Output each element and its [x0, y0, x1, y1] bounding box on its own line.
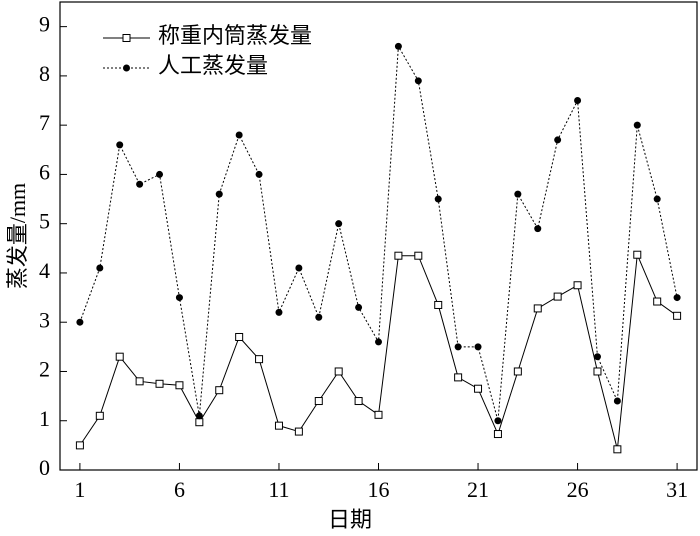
data-point	[434, 300, 443, 309]
data-point	[255, 355, 264, 364]
data-point	[354, 397, 363, 406]
y-tick-label: 6	[39, 159, 50, 184]
y-axis-label: 蒸发量/mm	[5, 183, 30, 289]
legend-label: 称重内筒蒸发量	[158, 23, 312, 48]
x-tick-label: 21	[467, 477, 489, 502]
data-point	[355, 303, 363, 311]
x-tick-label: 11	[268, 477, 289, 502]
x-tick-label: 1	[74, 477, 85, 502]
series-line	[79, 44, 678, 421]
y-tick-label: 7	[39, 110, 50, 135]
data-point	[274, 421, 283, 430]
data-point	[294, 427, 303, 436]
data-point	[295, 264, 303, 272]
data-point	[195, 412, 203, 420]
y-tick-label: 0	[39, 455, 50, 480]
data-point	[593, 353, 601, 361]
data-point	[235, 332, 244, 341]
data-point	[553, 292, 562, 301]
legend-label: 人工蒸发量	[158, 53, 268, 78]
data-point	[493, 430, 502, 439]
data-point	[175, 294, 183, 302]
data-point	[474, 343, 482, 351]
data-point	[414, 77, 422, 85]
data-point	[633, 121, 641, 129]
x-tick-label: 6	[174, 477, 185, 502]
y-tick-label: 3	[39, 307, 50, 332]
data-point	[633, 250, 642, 259]
x-axis-label: 日期	[328, 507, 372, 532]
y-tick-label: 4	[39, 258, 50, 283]
y-tick-label: 8	[39, 61, 50, 86]
data-point	[215, 386, 224, 395]
data-point	[673, 294, 681, 302]
data-point	[394, 251, 403, 260]
data-point	[574, 97, 582, 105]
data-point	[534, 225, 542, 233]
data-point	[96, 264, 104, 272]
data-point	[135, 377, 144, 386]
data-point	[334, 367, 343, 376]
data-point	[613, 445, 622, 454]
data-point	[533, 304, 542, 313]
plot-frame	[59, 1, 698, 471]
data-point	[314, 397, 323, 406]
x-tick-label: 31	[666, 477, 688, 502]
data-point	[394, 42, 402, 50]
data-point	[673, 311, 682, 320]
data-point	[454, 343, 462, 351]
data-point	[374, 410, 383, 419]
data-point	[593, 367, 602, 376]
data-point	[75, 441, 84, 450]
data-point	[573, 281, 582, 290]
data-point	[474, 384, 483, 393]
data-point	[156, 170, 164, 178]
data-point	[95, 411, 104, 420]
data-point	[215, 190, 223, 198]
data-point	[195, 418, 204, 427]
y-tick-label: 9	[39, 12, 50, 37]
legend-marker	[122, 34, 131, 42]
legend-marker	[123, 64, 130, 72]
data-point	[653, 297, 662, 306]
data-point	[513, 367, 522, 376]
data-point	[375, 338, 382, 346]
x-tick-label: 26	[567, 477, 589, 502]
data-point	[175, 381, 184, 390]
data-point	[335, 220, 343, 228]
y-tick-label: 2	[39, 357, 50, 382]
y-tick-label: 5	[39, 209, 50, 234]
data-point	[315, 313, 323, 321]
data-point	[514, 190, 522, 198]
data-point	[414, 251, 423, 260]
data-point	[613, 397, 621, 405]
y-tick-label: 1	[39, 406, 50, 431]
data-point	[255, 170, 263, 178]
data-point	[554, 136, 562, 144]
x-tick-label: 16	[368, 477, 390, 502]
data-point	[434, 195, 442, 203]
data-point	[494, 417, 502, 425]
data-point	[76, 318, 84, 326]
data-point	[136, 180, 144, 188]
data-point	[653, 195, 661, 203]
data-point	[454, 373, 463, 382]
data-point	[235, 131, 243, 139]
data-point	[115, 352, 124, 361]
data-point	[275, 308, 283, 316]
data-point	[116, 141, 124, 149]
series-line	[79, 254, 678, 450]
data-point	[155, 379, 164, 388]
